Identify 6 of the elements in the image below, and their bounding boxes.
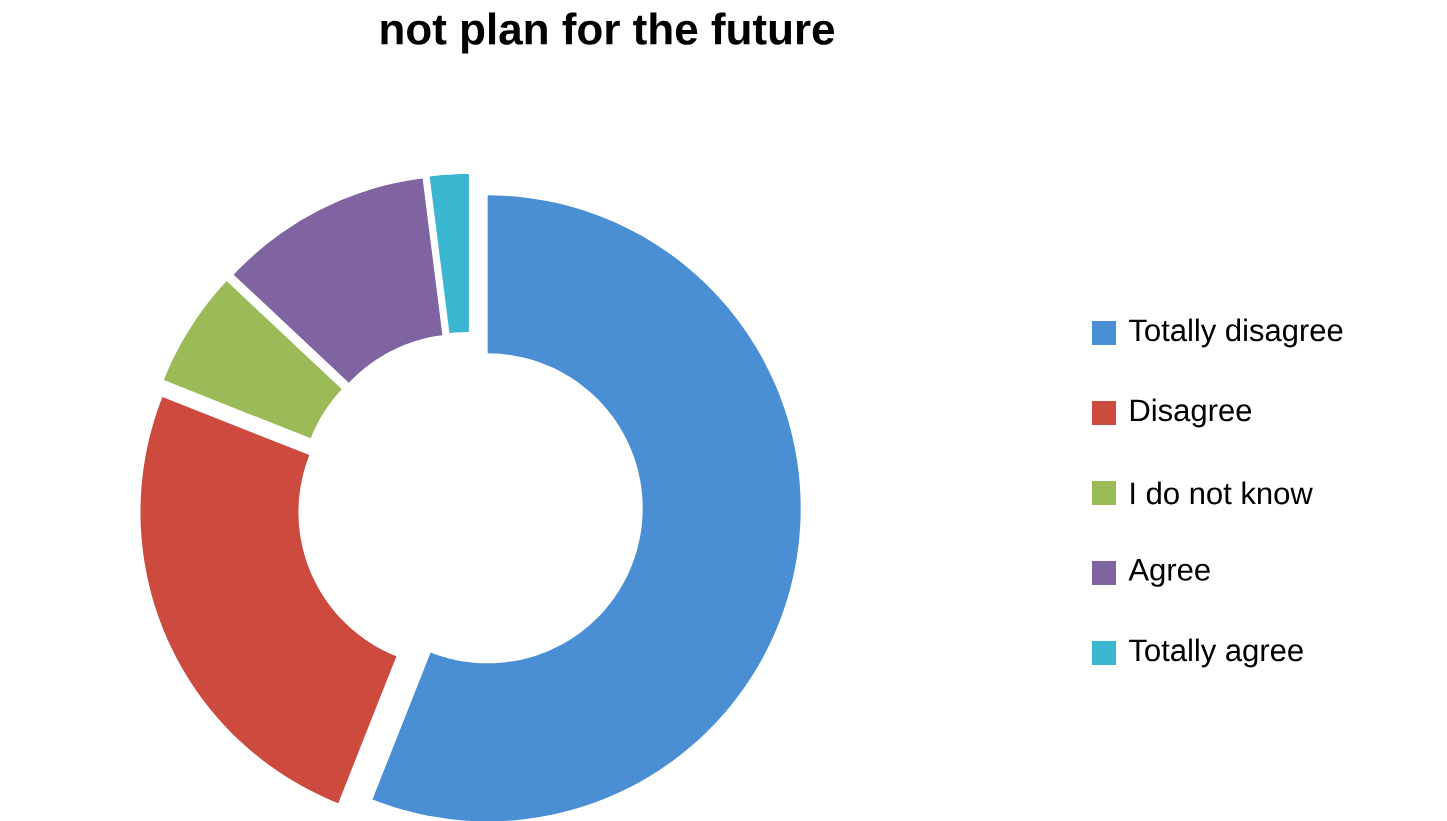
legend-label: I do not know	[1131, 481, 1313, 505]
chart-title: not plan for the future	[381, 12, 835, 54]
legend-label: Totally agree	[1129, 638, 1303, 668]
legend-label: Agree	[1128, 558, 1210, 587]
legend-label: Totally disagree	[1129, 318, 1343, 348]
legend-label: Disagree	[1130, 398, 1252, 428]
